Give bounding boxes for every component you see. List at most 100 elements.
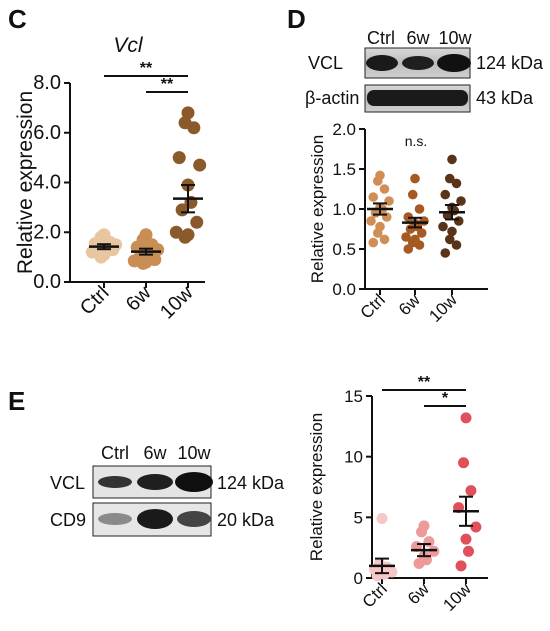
chart-e-xtick-label: 6w bbox=[404, 579, 433, 608]
chart-e-ytick-label: 5 bbox=[354, 508, 363, 527]
panel-d-row-vcl-size: 124 kDa bbox=[476, 53, 544, 73]
panel-e-lane-ctrl: Ctrl bbox=[101, 443, 129, 463]
chart-d-point bbox=[414, 204, 425, 214]
panel-e-row-cd9-size: 20 kDa bbox=[217, 510, 275, 530]
panel-e-band-cd9-10w bbox=[177, 511, 211, 527]
chart-c-point bbox=[172, 151, 186, 165]
chart-d-ytick-label: 2.0 bbox=[332, 120, 356, 139]
panel-label-e: E bbox=[8, 386, 25, 416]
chart-d-point bbox=[401, 232, 411, 242]
chart-d-point bbox=[368, 192, 379, 202]
panel-e-band-vcl-10w bbox=[175, 472, 213, 492]
chart-e-point bbox=[460, 412, 472, 424]
chart-d-point bbox=[451, 240, 462, 250]
chart-e-significance-label: ** bbox=[418, 374, 431, 391]
chart-d-point bbox=[410, 173, 420, 184]
chart-d-point bbox=[416, 228, 427, 238]
chart-c-xtick-label: Ctrl bbox=[76, 282, 114, 320]
chart-d-point bbox=[440, 189, 451, 200]
panel-label-c: C bbox=[8, 4, 27, 34]
chart-e-ytick-label: 10 bbox=[344, 448, 363, 467]
chart-d-point bbox=[379, 234, 390, 245]
chart-e-point bbox=[371, 570, 383, 582]
chart-c-point bbox=[187, 121, 201, 135]
panel-d-row-actin-name: β-actin bbox=[305, 88, 359, 108]
chart-c-point bbox=[94, 250, 108, 264]
chart-c-point bbox=[190, 215, 204, 229]
panel-e-lane-10w: 10w bbox=[177, 443, 211, 463]
panel-e-band-cd9-ctrl bbox=[98, 513, 132, 525]
chart-e-point bbox=[416, 526, 428, 538]
chart-c-ytick-label: 8.0 bbox=[33, 72, 61, 94]
panel-e-band-cd9-6w bbox=[137, 509, 173, 529]
chart-d-point bbox=[444, 234, 455, 245]
chart-e-point bbox=[413, 557, 425, 569]
panel-d-blot: Ctrl 6w 10w VCL 124 kDa β-actin 43 kDa bbox=[305, 28, 544, 113]
panel-d-band-vcl-10w bbox=[437, 54, 471, 72]
chart-c-ytick-label: 0.0 bbox=[33, 271, 61, 293]
chart-d: 0.0 0.5 1.0 1.5 2.0 Relative expression Ctrl 6w… bbox=[308, 120, 488, 326]
chart-d-ytick-label: 0.0 bbox=[332, 280, 356, 299]
chart-d-point bbox=[366, 216, 376, 226]
chart-e-point bbox=[470, 521, 482, 533]
chart-d-point bbox=[414, 240, 425, 250]
chart-d-xtick-label: Ctrl bbox=[357, 290, 389, 322]
panel-d-band-vcl-6w bbox=[402, 56, 434, 70]
chart-d-point bbox=[456, 196, 466, 206]
chart-c-point bbox=[181, 106, 195, 120]
chart-d-xtick-label: 6w bbox=[395, 290, 424, 319]
panel-e-row-cd9-name: CD9 bbox=[50, 510, 86, 530]
chart-d-ytick-label: 0.5 bbox=[332, 240, 356, 259]
chart-c-point bbox=[136, 256, 150, 270]
chart-d-point bbox=[447, 226, 457, 237]
chart-d-point bbox=[440, 248, 451, 258]
chart-c-xtick-label: 6w bbox=[122, 282, 156, 316]
chart-d-point bbox=[403, 244, 414, 254]
panel-e-band-vcl-6w bbox=[137, 474, 173, 490]
panel-e-blot: Ctrl 6w 10w VCL 124 kDa CD9 20 kDa bbox=[50, 443, 285, 537]
chart-d-ytick-label: 1.0 bbox=[332, 200, 356, 219]
chart-e-y-axis-label: Relative expression bbox=[307, 413, 326, 561]
panel-d-lane-6w: 6w bbox=[406, 28, 430, 48]
chart-c-significance-label: ** bbox=[140, 60, 153, 77]
panel-d-row-vcl-name: VCL bbox=[308, 53, 343, 73]
chart-e-point bbox=[458, 457, 470, 469]
chart-d-point bbox=[379, 184, 390, 194]
chart-e-point bbox=[465, 485, 477, 497]
chart-d-point bbox=[438, 221, 448, 232]
chart-d-point bbox=[451, 178, 462, 189]
chart-e-ytick-label: 15 bbox=[344, 387, 363, 406]
panel-d-row-actin-size: 43 kDa bbox=[476, 88, 534, 108]
chart-d-y-axis-label: Relative expression bbox=[308, 135, 327, 283]
chart-c-ytick-label: 4.0 bbox=[33, 172, 61, 194]
chart-d-point bbox=[407, 189, 418, 200]
chart-e-point bbox=[376, 513, 388, 525]
chart-e-ytick-label: 0 bbox=[354, 569, 363, 588]
chart-c-point bbox=[175, 203, 189, 217]
chart-c-xtick-label: 10w bbox=[156, 282, 198, 324]
panel-e-band-vcl-ctrl bbox=[98, 476, 132, 488]
chart-c-point bbox=[178, 230, 192, 244]
chart-d-point bbox=[444, 173, 455, 184]
chart-c-ytick-label: 6.0 bbox=[33, 122, 61, 144]
panel-d-lane-ctrl: Ctrl bbox=[367, 28, 395, 48]
chart-e-xtick-label: 10w bbox=[439, 579, 475, 615]
chart-d-point bbox=[372, 176, 383, 186]
chart-e-significance-label: * bbox=[442, 390, 449, 407]
chart-d-xtick-label: 10w bbox=[425, 290, 461, 326]
panel-label-d: D bbox=[287, 4, 306, 34]
panel-d-lane-10w: 10w bbox=[438, 28, 472, 48]
chart-d-ytick-label: 1.5 bbox=[332, 160, 356, 179]
chart-d-point bbox=[368, 237, 379, 248]
chart-c-point bbox=[193, 158, 207, 172]
chart-e-point bbox=[462, 545, 474, 557]
panel-d-band-actin bbox=[367, 90, 468, 106]
panel-e-row-vcl-size: 124 kDa bbox=[217, 473, 285, 493]
chart-c-ytick-label: 2.0 bbox=[33, 221, 61, 243]
panel-c-gene-title: Vcl bbox=[113, 34, 144, 57]
panel-d-band-vcl-ctrl bbox=[366, 55, 398, 71]
chart-e-xtick-label: Ctrl bbox=[359, 579, 391, 611]
